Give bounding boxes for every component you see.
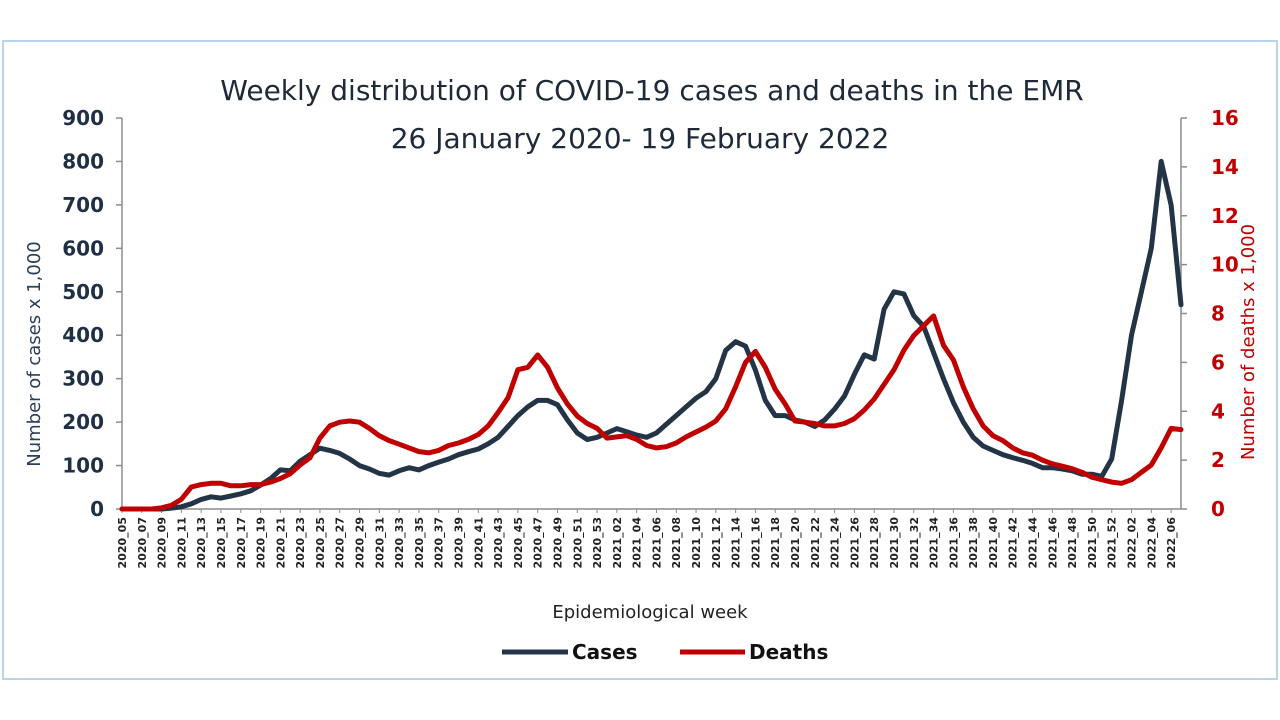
left-axis-ticks: 0 100 200 300 400 500 600 700 800 900 xyxy=(62,106,122,521)
x-tick-label: 2021_08 xyxy=(670,517,683,568)
x-tick-label: 2020_19 xyxy=(255,517,268,568)
x-tick-label: 2021_16 xyxy=(749,517,762,569)
legend-deaths-label: Deaths xyxy=(749,640,828,664)
left-tick-label: 900 xyxy=(62,106,104,130)
x-tick-label: 2020_39 xyxy=(453,517,466,568)
x-tick-label: 2021_28 xyxy=(868,517,881,568)
x-tick-label: 2020_29 xyxy=(354,517,367,568)
right-tick-label: 0 xyxy=(1211,497,1225,521)
x-tick-label: 2021_14 xyxy=(730,517,743,569)
x-tick-label: 2021_26 xyxy=(848,517,861,569)
left-tick-label: 800 xyxy=(62,149,104,173)
x-tick-label: 2021_32 xyxy=(908,517,921,568)
x-tick-label: 2021_36 xyxy=(947,517,960,569)
x-tick-label: 2021_34 xyxy=(928,517,941,569)
deaths-series-line xyxy=(119,313,1184,512)
y-axis-label: Number of cases x 1,000 xyxy=(24,241,45,466)
right-axis-ticks: 0 2 4 6 8 10 12 14 16 xyxy=(1181,106,1239,521)
chart-frame: Weekly distribution of COVID-19 cases an… xyxy=(2,40,1278,680)
x-tick-label: 2021_52 xyxy=(1106,517,1119,568)
x-tick-label: 2022_04 xyxy=(1145,517,1158,569)
x-tick-label: 2021_44 xyxy=(1027,517,1040,569)
x-tick-label: 2020_35 xyxy=(413,517,426,568)
x-tick-label: 2020_11 xyxy=(175,517,188,568)
right-tick-label: 10 xyxy=(1211,253,1239,277)
chart-svg: Weekly distribution of COVID-19 cases an… xyxy=(24,74,1259,664)
right-tick-label: 14 xyxy=(1211,155,1239,179)
x-tick-label: 2020_05 xyxy=(116,517,129,568)
x-tick-label: 2020_13 xyxy=(195,517,208,568)
legend: Cases Deaths xyxy=(502,640,828,664)
x-tick-label: 2021_18 xyxy=(769,517,782,568)
left-tick-label: 500 xyxy=(62,280,104,304)
left-tick-label: 100 xyxy=(62,454,104,478)
x-tick-label: 2021_22 xyxy=(809,517,822,568)
x-tick-label: 2021_38 xyxy=(967,517,980,568)
x-tick-label: 2020_43 xyxy=(492,517,505,568)
left-tick-label: 200 xyxy=(62,410,104,434)
chart-title: Weekly distribution of COVID-19 cases an… xyxy=(220,74,1083,107)
left-tick-label: 400 xyxy=(62,323,104,347)
x-tick-label: 2020_51 xyxy=(571,517,584,568)
x-tick-label: 2020_23 xyxy=(294,517,307,568)
x-tick-label: 2021_30 xyxy=(888,517,901,569)
right-tick-label: 12 xyxy=(1211,204,1239,228)
x-tick-label: 2021_46 xyxy=(1046,517,1059,569)
right-tick-label: 4 xyxy=(1211,399,1225,423)
x-tick-label: 2020_47 xyxy=(532,517,545,568)
x-tick-label: 2021_48 xyxy=(1066,517,1079,568)
x-tick-label: 2020_31 xyxy=(373,517,386,568)
series-lines xyxy=(119,158,1184,512)
x-tick-label: 2021_04 xyxy=(631,517,644,569)
right-tick-label: 2 xyxy=(1211,448,1225,472)
x-tick-label: 2021_02 xyxy=(611,517,624,568)
x-tick-label: 2021_40 xyxy=(987,517,1000,569)
left-tick-label: 600 xyxy=(62,236,104,260)
cases-series-line xyxy=(119,158,1184,512)
legend-cases-label: Cases xyxy=(572,640,638,664)
x-tick-label: 2020_45 xyxy=(512,517,525,568)
x-tick-label: 2021_42 xyxy=(1007,517,1020,568)
x-tick-label: 2021_20 xyxy=(789,517,802,569)
x-tick-label: 2020_37 xyxy=(433,517,446,568)
x-tick-label: 2020_27 xyxy=(334,517,347,568)
x-tick-label: 2020_21 xyxy=(274,517,287,568)
x-tick-label: 2021_50 xyxy=(1086,517,1099,569)
x-axis-ticks: 2020_05 2020_07 2020_09 2020_11 2020_13 2020_… xyxy=(116,509,1178,568)
chart-subtitle: 26 January 2020- 19 February 2022 xyxy=(391,122,890,155)
x-tick-label: 2020_41 xyxy=(472,517,485,568)
right-tick-label: 8 xyxy=(1211,302,1225,326)
left-tick-label: 0 xyxy=(90,497,104,521)
x-axis-label: Epidemiological week xyxy=(552,602,748,623)
x-tick-label: 2020_49 xyxy=(551,517,564,568)
right-tick-label: 6 xyxy=(1211,350,1225,374)
x-tick-label: 2020_15 xyxy=(215,517,228,568)
x-tick-label: 2020_53 xyxy=(591,517,604,568)
x-tick-label: 2021_12 xyxy=(710,517,723,568)
right-tick-label: 16 xyxy=(1211,106,1239,130)
left-tick-label: 300 xyxy=(62,367,104,391)
x-tick-label: 2022_02 xyxy=(1126,517,1139,568)
x-tick-label: 2021_06 xyxy=(650,517,663,569)
x-tick-label: 2021_10 xyxy=(690,517,703,569)
x-tick-label: 2020_07 xyxy=(136,517,149,568)
y2-axis-label: Number of deaths x 1,000 xyxy=(1238,224,1259,460)
x-tick-label: 2021_24 xyxy=(829,517,842,569)
x-tick-label: 2020_17 xyxy=(235,517,248,568)
x-tick-label: 2020_09 xyxy=(156,517,169,568)
x-tick-label: 2022_06 xyxy=(1165,517,1178,569)
x-tick-label: 2020_25 xyxy=(314,517,327,568)
left-tick-label: 700 xyxy=(62,193,104,217)
x-tick-label: 2020_33 xyxy=(393,517,406,568)
